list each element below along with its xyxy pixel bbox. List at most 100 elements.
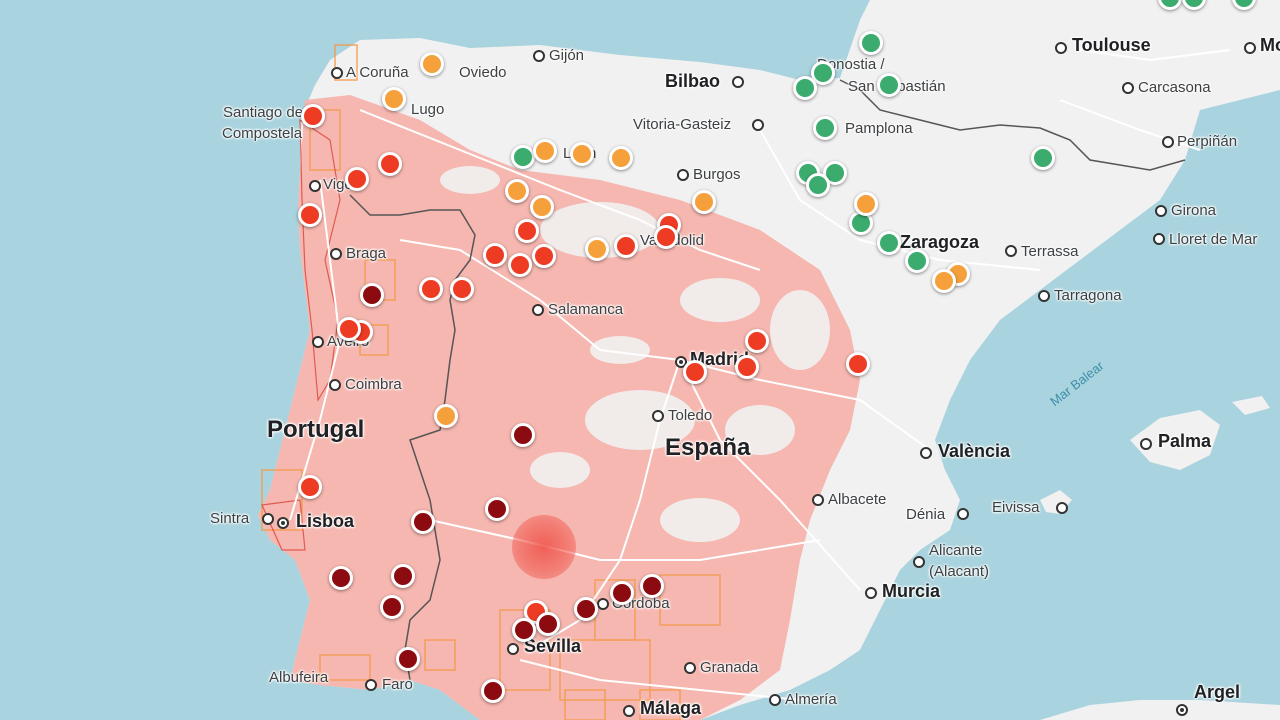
capital-dot[interactable]	[277, 517, 289, 529]
city-label-oviedo[interactable]: Oviedo	[459, 64, 507, 81]
fire-marker-dark-red[interactable]	[391, 564, 415, 588]
city-label-vitoria[interactable]: Vitoria-Gasteiz	[633, 116, 732, 133]
city-label-gijon[interactable]: Gijón	[549, 47, 585, 64]
city-dot[interactable]	[677, 169, 689, 181]
fire-marker-red[interactable]	[419, 277, 443, 301]
city-dot[interactable]	[812, 494, 824, 506]
fire-marker-dark-red[interactable]	[485, 497, 509, 521]
fire-marker-green[interactable]	[877, 231, 901, 255]
city-label-denia[interactable]: Dénia	[906, 506, 946, 523]
city-dot[interactable]	[684, 662, 696, 674]
city-label-eivissa[interactable]: Eivissa	[992, 499, 1040, 516]
city-label-malaga[interactable]: Málaga	[640, 698, 702, 718]
fire-marker-dark-red[interactable]	[396, 647, 420, 671]
fire-marker-red[interactable]	[515, 219, 539, 243]
fire-marker-dark-red[interactable]	[360, 283, 384, 307]
fire-marker-red[interactable]	[846, 352, 870, 376]
fire-marker-red[interactable]	[508, 253, 532, 277]
fire-marker-orange[interactable]	[854, 192, 878, 216]
city-label-santiago[interactable]: Santiago de	[223, 104, 304, 121]
fire-marker-red[interactable]	[337, 317, 361, 341]
city-label-sintra[interactable]: Sintra	[210, 510, 250, 527]
city-label-mo[interactable]: Mo	[1260, 35, 1280, 55]
city-label-salamanca[interactable]: Salamanca	[548, 301, 624, 318]
city-label-girona[interactable]: Girona	[1171, 202, 1217, 219]
city-dot[interactable]	[365, 679, 377, 691]
city-label-murcia[interactable]: Murcia	[882, 581, 941, 601]
fire-marker-orange[interactable]	[434, 404, 458, 428]
city-dot[interactable]	[769, 694, 781, 706]
fire-marker-dark-red[interactable]	[610, 581, 634, 605]
city-dot[interactable]	[1055, 42, 1067, 54]
city-dot[interactable]	[732, 76, 744, 88]
city-label-braga[interactable]: Braga	[346, 245, 387, 262]
city-label-almeria[interactable]: Almería	[785, 691, 837, 708]
fire-marker-orange[interactable]	[585, 237, 609, 261]
fire-marker-orange[interactable]	[570, 142, 594, 166]
fire-marker-green[interactable]	[905, 249, 929, 273]
city-dot[interactable]	[1153, 233, 1165, 245]
city-label-bilbao[interactable]: Bilbao	[665, 71, 721, 91]
fire-marker-dark-red[interactable]	[640, 574, 664, 598]
fire-marker-dark-red[interactable]	[380, 595, 404, 619]
city-dot[interactable]	[1155, 205, 1167, 217]
city-dot[interactable]	[1056, 502, 1068, 514]
fire-marker-dark-red[interactable]	[411, 510, 435, 534]
city-dot[interactable]	[913, 556, 925, 568]
fire-marker-dark-red[interactable]	[512, 618, 536, 642]
city-dot[interactable]	[920, 447, 932, 459]
city-label-burgos[interactable]: Burgos	[693, 166, 741, 183]
city-label-a-coruna[interactable]: A Coruña	[346, 64, 409, 81]
city-label-tarragona[interactable]: Tarragona	[1054, 287, 1122, 304]
city-label-lisboa[interactable]: Lisboa	[296, 511, 355, 531]
city-dot[interactable]	[312, 336, 324, 348]
city-dot[interactable]	[1162, 136, 1174, 148]
city-label-albacete[interactable]: Albacete	[828, 491, 887, 508]
city-dot[interactable]	[532, 304, 544, 316]
city-dot[interactable]	[309, 180, 321, 192]
city-label-toledo[interactable]: Toledo	[668, 407, 713, 424]
city-label-carcasona[interactable]: Carcasona	[1138, 79, 1211, 96]
city-label-zaragoza[interactable]: Zaragoza	[900, 232, 980, 252]
city-label-argel[interactable]: Argel	[1194, 682, 1241, 702]
city-label-albufeira[interactable]: Albufeira	[269, 669, 329, 686]
city-label-palma[interactable]: Palma	[1158, 431, 1212, 451]
city-dot[interactable]	[623, 705, 635, 717]
fire-marker-red[interactable]	[378, 152, 402, 176]
city-label-terrassa[interactable]: Terrassa	[1021, 243, 1079, 260]
city-dot[interactable]	[507, 643, 519, 655]
fire-marker-orange[interactable]	[382, 87, 406, 111]
city-dot[interactable]	[865, 587, 877, 599]
fire-marker-red[interactable]	[614, 234, 638, 258]
city-label-lugo[interactable]: Lugo	[411, 101, 445, 118]
fire-marker-red[interactable]	[298, 203, 322, 227]
fire-marker-red[interactable]	[683, 360, 707, 384]
city-dot[interactable]	[652, 410, 664, 422]
city-dot[interactable]	[752, 119, 764, 131]
city-dot[interactable]	[1038, 290, 1050, 302]
fire-marker-orange[interactable]	[692, 190, 716, 214]
fire-marker-red[interactable]	[301, 104, 325, 128]
city-dot[interactable]	[533, 50, 545, 62]
city-label-pamplona[interactable]: Pamplona	[845, 120, 913, 137]
fire-marker-red[interactable]	[654, 225, 678, 249]
city-label-toulouse[interactable]: Toulouse	[1072, 35, 1151, 55]
fire-marker-orange[interactable]	[932, 269, 956, 293]
city-dot[interactable]	[1140, 438, 1152, 450]
fire-marker-dark-red[interactable]	[574, 597, 598, 621]
city-dot[interactable]	[262, 513, 274, 525]
fire-marker-red[interactable]	[532, 244, 556, 268]
capital-dot[interactable]	[1176, 704, 1188, 716]
city-dot[interactable]	[329, 379, 341, 391]
fire-marker-orange[interactable]	[609, 146, 633, 170]
fire-marker-green[interactable]	[806, 173, 830, 197]
city-label-madrid[interactable]: Madrid	[690, 349, 750, 369]
city-label-alacant[interactable]: (Alacant)	[929, 563, 990, 580]
city-label-faro[interactable]: Faro	[382, 676, 413, 693]
city-label-alicante[interactable]: Alicante	[929, 542, 983, 559]
fire-marker-red[interactable]	[745, 329, 769, 353]
city-label-sevilla[interactable]: Sevilla	[524, 636, 582, 656]
fire-marker-orange[interactable]	[420, 52, 444, 76]
fire-marker-green[interactable]	[1031, 146, 1055, 170]
